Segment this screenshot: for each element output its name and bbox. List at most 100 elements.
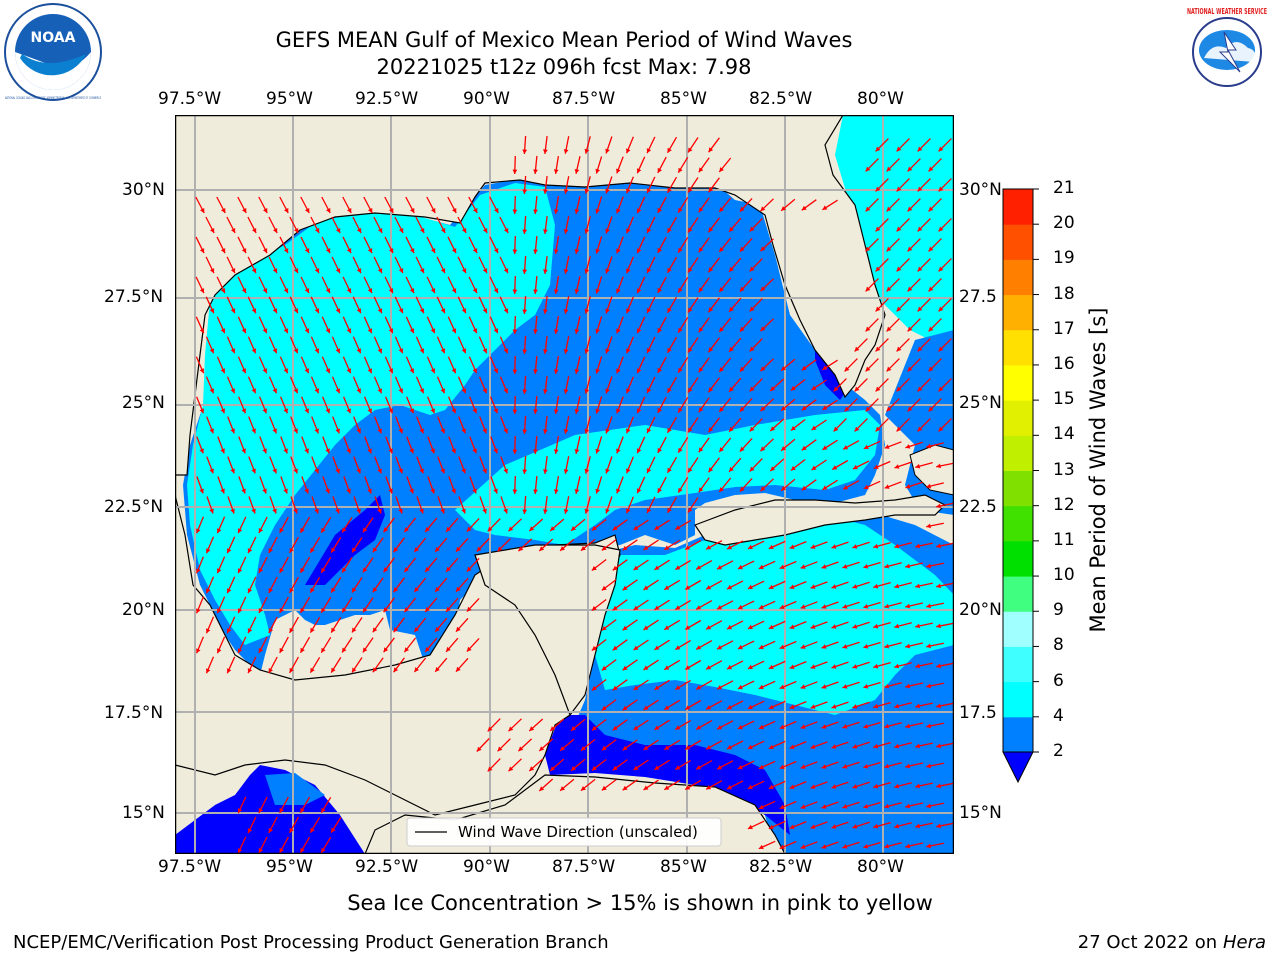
wind-wave-arrowhead — [543, 189, 548, 194]
wind-wave-arrowhead — [852, 544, 858, 549]
wind-wave-arrowhead — [719, 287, 724, 292]
wind-wave-arrowhead — [905, 643, 911, 649]
wind-wave-arrowhead — [708, 267, 714, 273]
wind-wave-arrowhead — [706, 585, 712, 590]
wind-wave-arrowhead — [831, 704, 837, 709]
wind-wave-arrowhead — [398, 308, 404, 314]
wind-wave-arrowhead — [325, 488, 330, 494]
wind-wave-arrowhead — [241, 368, 246, 374]
wind-wave-arrowhead — [654, 765, 660, 770]
wind-wave-arrowhead — [352, 547, 357, 553]
wind-wave-arrowhead — [262, 248, 268, 254]
wind-wave-arrowhead — [936, 703, 941, 709]
wind-wave-arrowhead — [729, 346, 734, 352]
wind-wave-arrowhead — [737, 764, 743, 770]
wind-wave-arrowhead — [563, 349, 569, 354]
wind-wave-arrowhead — [335, 468, 340, 474]
wind-wave-arrowhead — [926, 523, 931, 529]
wind-wave-arrowhead — [563, 189, 569, 194]
wind-wave-arrowhead — [821, 644, 827, 649]
wind-wave-arrowhead — [706, 665, 712, 670]
wind-wave-arrowhead — [584, 308, 590, 314]
wind-wave-arrowhead — [936, 463, 941, 469]
wind-wave-arrowhead — [356, 308, 362, 314]
wind-wave-arrowhead — [335, 268, 341, 274]
wind-wave-arrowhead — [472, 248, 478, 254]
wind-wave-arrowhead — [664, 665, 670, 670]
colorbar-segment — [1003, 400, 1033, 436]
wind-wave-arrowhead — [435, 587, 440, 592]
wind-wave-arrowhead — [473, 208, 478, 213]
wind-wave-arrowhead — [414, 627, 419, 632]
wind-wave-arrowhead — [289, 627, 294, 633]
wind-wave-arrowhead — [268, 668, 273, 673]
wind-wave-arrowhead — [779, 724, 785, 729]
wind-wave-arrowhead — [760, 406, 766, 412]
wind-wave-arrowhead — [347, 208, 352, 213]
wind-wave-arrowhead — [388, 248, 394, 254]
wind-wave-arrowhead — [331, 627, 336, 633]
colorbar-tick-label: 9 — [1053, 600, 1064, 621]
wind-wave-arrowhead — [612, 765, 618, 771]
wind-wave-arrowhead — [739, 286, 745, 292]
wind-wave-arrowhead — [331, 667, 336, 673]
wind-wave-arrowhead — [821, 604, 827, 609]
wind-wave-arrowhead — [605, 508, 610, 514]
wind-wave-arrowhead — [314, 388, 319, 394]
wind-wave-arrowhead — [553, 209, 559, 214]
wind-wave-arrowhead — [749, 426, 755, 432]
wind-wave-arrowhead — [226, 628, 232, 634]
wind-wave-arrowhead — [342, 567, 347, 573]
wind-wave-arrowhead — [472, 328, 478, 334]
wind-wave-arrowhead — [698, 487, 704, 493]
lat-label-left-3: 25°N — [122, 393, 165, 413]
wind-wave-arrowhead — [293, 348, 299, 354]
wind-wave-arrowhead — [873, 623, 879, 629]
wind-wave-arrowhead — [698, 167, 704, 173]
colorbar — [1002, 188, 1039, 784]
wind-wave-arrowhead — [737, 684, 743, 690]
wind-wave-arrowhead — [800, 724, 806, 729]
wind-wave-arrowhead — [811, 425, 817, 430]
wind-wave-arrowhead — [863, 844, 869, 849]
wind-wave-arrowhead — [667, 387, 672, 393]
wind-wave-arrowhead — [258, 648, 264, 653]
wind-wave-arrowhead — [917, 386, 923, 392]
wind-wave-arrowhead — [636, 488, 642, 494]
wind-wave-arrowhead — [831, 824, 837, 829]
wind-wave-arrowhead — [749, 386, 755, 392]
wind-wave-arrowhead — [779, 644, 785, 649]
wind-wave-arrowhead — [698, 407, 704, 413]
wind-wave-arrowhead — [854, 386, 860, 392]
wind-wave-arrowhead — [760, 206, 766, 212]
wind-wave-arrowhead — [398, 268, 404, 274]
wind-wave-arrowhead — [747, 784, 753, 790]
wind-wave-arrowhead — [685, 545, 691, 550]
wind-wave-arrowhead — [284, 208, 289, 213]
wind-wave-arrowhead — [789, 584, 795, 589]
wind-wave-arrowhead — [612, 605, 618, 611]
wind-wave-arrowhead — [896, 186, 902, 192]
colorbar-tick-label: 19 — [1053, 248, 1075, 269]
wind-wave-arrowhead — [241, 248, 247, 254]
wind-wave-arrowhead — [896, 226, 902, 232]
wind-wave-arrowhead — [241, 328, 247, 334]
wind-wave-arrowhead — [717, 605, 722, 610]
wind-wave-arrowhead — [863, 724, 869, 729]
wind-wave-arrowhead — [667, 227, 672, 233]
wind-wave-arrowhead — [584, 508, 590, 514]
wind-wave-arrowhead — [283, 488, 288, 494]
wind-wave-arrowhead — [272, 308, 278, 314]
lon-label-bottom-5: 87.5°W — [552, 857, 616, 877]
wind-wave-arrowhead — [717, 565, 722, 570]
colorbar-segment — [1003, 540, 1033, 577]
wind-wave-arrowhead — [926, 843, 931, 849]
wind-wave-arrowhead — [419, 388, 424, 394]
wind-wave-arrowhead — [865, 406, 871, 412]
wind-wave-arrowhead — [749, 226, 755, 232]
wind-wave-arrowhead — [852, 624, 858, 629]
wind-wave-arrowhead — [430, 288, 436, 294]
wind-wave-arrowhead — [310, 587, 315, 593]
wind-wave-arrowhead — [595, 408, 600, 414]
wind-wave-arrowhead — [230, 268, 236, 274]
